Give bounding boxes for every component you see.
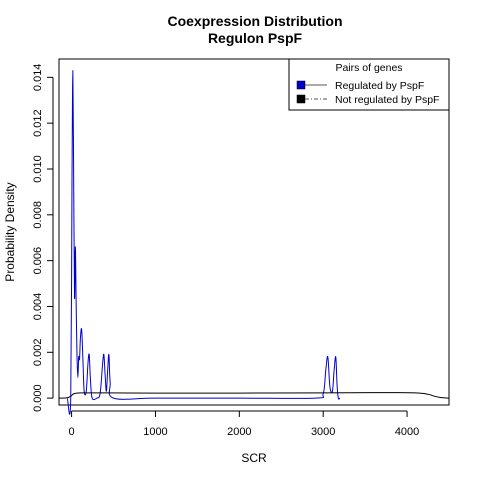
- x-tick-label: 0: [69, 426, 75, 438]
- legend-title: Pairs of genes: [335, 62, 402, 74]
- legend-label-not-regulated: Not regulated by PspF: [335, 94, 439, 106]
- x-tick-label: 2000: [227, 426, 251, 438]
- chart-title: Coexpression Distribution: [167, 13, 342, 29]
- y-tick-label: 0.014: [32, 64, 44, 92]
- y-tick-label: 0.000: [32, 384, 44, 412]
- x-tick-label: 3000: [311, 426, 335, 438]
- plot-frame: [58, 58, 450, 406]
- y-tick-label: 0.008: [32, 201, 44, 229]
- x-tick-label: 4000: [395, 426, 419, 438]
- y-tick-label: 0.012: [32, 109, 44, 137]
- legend-swatch-regulated: [296, 80, 306, 90]
- x-axis: 0 1000 2000 3000 4000: [69, 410, 419, 438]
- x-axis-label: SCR: [241, 451, 267, 465]
- y-tick-label: 0.010: [32, 155, 44, 183]
- legend-swatch-not-regulated: [296, 94, 306, 104]
- x-tick-label: 1000: [143, 426, 167, 438]
- chart-subtitle: Regulon PspF: [208, 30, 303, 46]
- series-line-regulated: [66, 69, 341, 415]
- y-axis: 0.000 0.002 0.004 0.006 0.008 0.010 0.012 0.014: [32, 64, 54, 412]
- series-layer: [58, 69, 450, 415]
- series-line-not-regulated: [58, 392, 450, 399]
- legend: Pairs of genes Regulated by PspF Not reg…: [288, 58, 450, 111]
- y-tick-label: 0.004: [32, 293, 44, 321]
- y-axis-label: Probability Density: [3, 182, 17, 281]
- legend-label-regulated: Regulated by PspF: [335, 80, 424, 92]
- y-tick-label: 0.002: [32, 339, 44, 367]
- y-tick-label: 0.006: [32, 247, 44, 275]
